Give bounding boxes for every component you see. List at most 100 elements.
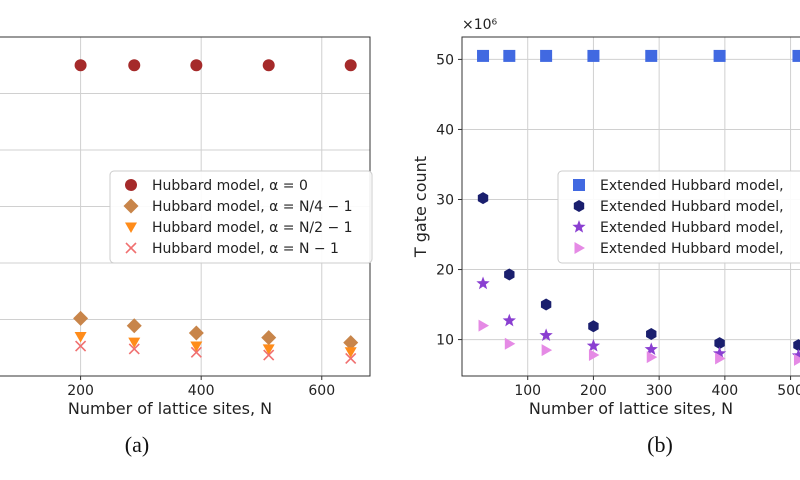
legend-marker-a-0 [125,179,137,191]
point-a-3-4-stroke-2 [263,349,275,361]
point-a-2-3 [190,341,203,353]
point-a-1-5 [343,335,359,351]
x-axis-label-a: Number of lattice sites, N [68,399,272,418]
x-tick-label-b-100: 100 [514,383,541,399]
point-a-2-2 [128,337,141,349]
legend-a: Hubbard model, α = 0 Hubbard model, α = N… [109,170,373,264]
point-b-0-3 [587,49,600,62]
series-b-3 [478,319,800,366]
point-a-1-1 [73,310,89,326]
point-b-3-2 [541,344,553,357]
point-a-0-5 [344,59,357,72]
caption-b: (b) [647,432,673,457]
point-b-2-4 [644,342,658,356]
legend-marker-a-2 [125,222,137,233]
y-tick-label-b-30: 30 [436,192,454,208]
x-tick-label-a-400: 400 [188,383,215,399]
point-a-3-2-stroke-2 [128,343,140,355]
point-b-3-5 [715,352,726,365]
point-b-1-2 [540,298,552,311]
legend-label-b-3: Extended Hubbard model, [600,241,784,257]
legend-label-a-0: Hubbard model, α = 0 [152,178,308,194]
y-tick-label-b-20: 20 [436,263,454,279]
point-b-0-2 [540,49,553,62]
point-b-1-4 [646,327,657,340]
point-a-3-4 [263,349,275,361]
point-a-0-3 [190,59,203,72]
point-b-0-0 [477,49,490,62]
point-b-2-0 [476,276,490,290]
legend-box-a [109,170,373,264]
series-a-0 [74,59,357,72]
point-b-3-3 [588,348,600,361]
point-a-2-5 [344,347,357,358]
legend-marker-b-2 [572,220,586,233]
point-b-0-1 [503,49,516,62]
legend-marker-a-3 [125,242,137,254]
point-a-3-3-stroke-2 [190,346,202,358]
point-b-2-5 [712,346,727,360]
legend-marker-a-1 [123,198,139,214]
point-a-3-2 [128,343,140,355]
caption-a: (a) [125,432,149,457]
point-b-2-1 [502,313,516,327]
y-tick-label-b-40: 40 [436,122,454,138]
point-b-1-1 [504,268,515,281]
legend-label-a-2: Hubbard model, α = N/2 − 1 [152,220,353,236]
legend-box-b [557,170,800,264]
point-a-0-2 [128,59,141,72]
point-a-1-4 [261,330,277,346]
point-a-1-2 [126,318,142,334]
y-tick-label-b-10: 10 [436,333,454,349]
x-tick-label-a-600: 600 [308,383,335,399]
point-a-3-1-stroke-2 [75,340,87,352]
x-tick-label-b-400: 400 [711,383,738,399]
x-axis-label-b: Number of lattice sites, N [529,399,733,418]
point-a-3-5-stroke-2 [345,352,357,365]
axes-frame-b [461,36,800,377]
point-a-3-5 [345,352,357,365]
x-tick-label-a-200: 200 [67,383,94,399]
legend-label-a-3: Hubbard model, α = N − 1 [152,241,339,257]
point-a-3-3 [190,346,202,358]
legend-label-b-0: Extended Hubbard model, [600,178,784,194]
series-b-2 [476,276,800,362]
y-multiplier-b: ×10⁶ [462,17,498,33]
point-b-3-4 [646,351,658,364]
legend-marker-a-3-stroke-2 [125,242,137,254]
panel-a: 0200400600Number of lattice sites, NHubb… [0,36,373,418]
point-a-2-4 [262,344,275,355]
point-a-0-1 [74,59,87,72]
point-b-0-6 [792,49,800,62]
point-b-0-5 [713,49,726,62]
point-b-1-6 [793,339,800,352]
point-b-3-0 [478,319,490,332]
point-b-3-6 [793,353,800,366]
point-a-1-3 [188,325,204,341]
point-b-1-3 [588,320,599,333]
x-tick-label-b-300: 300 [646,383,673,399]
series-b-1 [477,192,800,352]
point-b-0-4 [645,49,658,62]
y-tick-label-b-50: 50 [436,52,454,68]
point-b-2-2 [539,328,553,342]
series-a-3 [75,340,357,365]
legend-label-a-1: Hubbard model, α = N/4 − 1 [152,199,353,215]
legend-marker-b-1 [573,200,585,212]
x-tick-label-b-200: 200 [580,383,607,399]
panel-b: 100 200 300 400 500 10 20 30 40 50 ×10⁶ Number of l… [411,17,800,418]
legend-label-b-1: Extended Hubbard model, [600,199,784,215]
x-tick-label-b-500: 500 [777,383,800,399]
point-b-2-3 [586,338,601,352]
point-b-1-5 [714,337,725,350]
series-a-1 [73,310,359,351]
series-a-2 [74,331,357,358]
point-a-3-1 [75,340,87,352]
point-b-3-1 [504,337,516,350]
legend-b: Extended Hubbard model, Extended Hubbard … [557,170,800,264]
point-a-2-1 [74,331,87,343]
point-b-1-0 [477,192,489,205]
series-b-0 [477,49,800,62]
legend-label-b-2: Extended Hubbard model, [600,220,784,236]
